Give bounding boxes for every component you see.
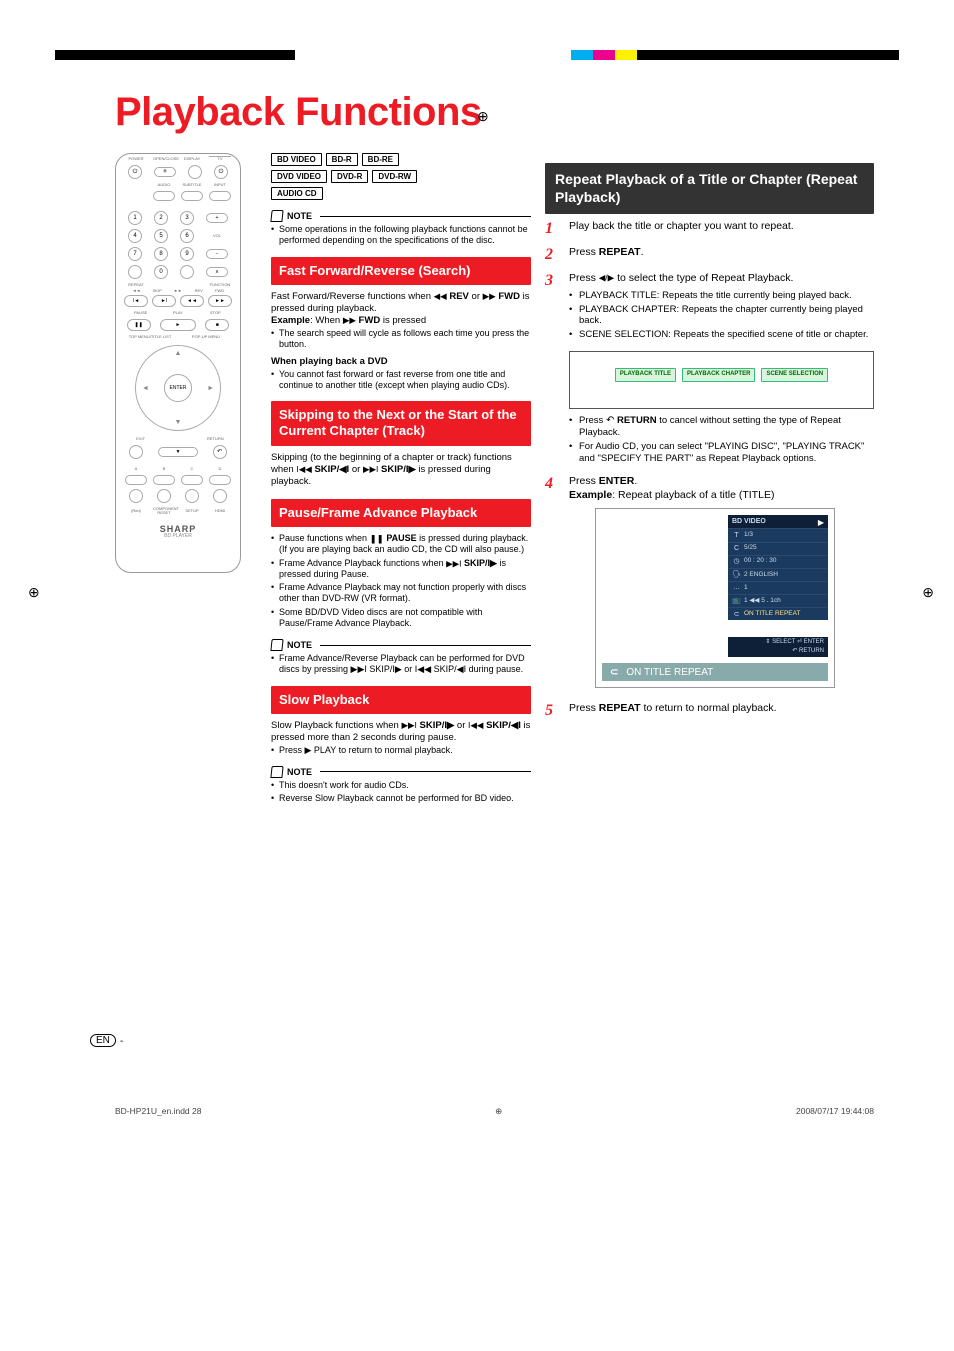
step-5-body: Press REPEAT to return to normal playbac… — [569, 702, 874, 720]
pause-icon: ❚❚ — [370, 533, 384, 543]
registration-mark-left: ⊕ — [28, 584, 40, 601]
remote-diagram: POWEROPEN/CLOSEDISPLAYTV ⏻≜⏻ AUDIOSUBTIT… — [115, 153, 241, 573]
page-footer: BD-HP21U_en.indd 28 ⊕ 2008/07/17 19:44:0… — [0, 1106, 954, 1117]
step-2-body: Press REPEAT. — [569, 246, 874, 264]
left-right-icon: ◀/▶ — [599, 273, 614, 283]
return-icon: ↶ — [606, 415, 614, 428]
sec2-body: Skipping (to the beginning of a chapter … — [271, 452, 531, 489]
sec1-subhead: When playing back a DVD — [271, 356, 531, 368]
fwd-icon: ▶▶ — [483, 291, 496, 301]
section-pause: Pause/Frame Advance Playback — [271, 499, 531, 527]
osd-repeat-bar: ⊂ ON TITLE REPEAT — [602, 663, 828, 681]
repeat-options-box: PLAYBACK TITLE PLAYBACK CHAPTER SCENE SE… — [569, 351, 874, 409]
footer-timestamp: 2008/07/17 19:44:08 — [796, 1106, 874, 1117]
badge-dvd-video: DVD VIDEO — [271, 170, 327, 183]
note-list: Some operations in the following playbac… — [271, 224, 531, 247]
lang-badge: EN — [90, 1034, 116, 1047]
repeat-bar-icon: ⊂ — [610, 666, 618, 679]
crop-marks-top — [0, 50, 954, 60]
sec3-list: Pause functions when ❚❚ PAUSE is pressed… — [271, 533, 531, 629]
footer-reg-mark: ⊕ — [495, 1106, 502, 1117]
opt-playback-title: PLAYBACK TITLE — [615, 368, 676, 382]
step-1-num: 1 — [545, 220, 559, 238]
step-3-num: 3 — [545, 272, 559, 467]
page-title: Playback Functions — [115, 90, 874, 135]
badge-bd-re: BD-RE — [362, 153, 399, 166]
badge-dvd-r: DVD-R — [331, 170, 368, 183]
step-4-num: 4 — [545, 475, 559, 694]
footer-file: BD-HP21U_en.indd 28 — [115, 1106, 201, 1117]
skip-prev-icon: I◀◀ — [296, 464, 311, 474]
rev-icon: ◀◀ — [434, 291, 447, 301]
section-repeat: Repeat Playback of a Title or Chapter (R… — [545, 163, 874, 214]
badge-bd-r: BD-R — [326, 153, 358, 166]
opt-playback-chapter: PLAYBACK CHAPTER — [682, 368, 755, 382]
badge-dvd-rw: DVD-RW — [372, 170, 417, 183]
skip-next-icon: ▶▶I — [363, 464, 378, 474]
sec4-body: Slow Playback functions when ▶▶I SKIP/I▶… — [271, 720, 531, 745]
opt-scene-selection: SCENE SELECTION — [761, 368, 828, 382]
play-icon: ▶ — [818, 518, 824, 528]
registration-mark-top: ⊕ — [477, 108, 489, 125]
step-2-num: 2 — [545, 246, 559, 264]
badge-bd-video: BD VIDEO — [271, 153, 322, 166]
step-4-body: Press ENTER. Example: Repeat playback of… — [569, 475, 874, 694]
registration-mark-right: ⊕ — [922, 584, 934, 601]
badge-audio-cd: AUDIO CD — [271, 187, 323, 200]
sec1-body: Fast Forward/Reverse functions when ◀◀ R… — [271, 291, 531, 328]
section-fast-forward: Fast Forward/Reverse (Search) — [271, 257, 531, 285]
disc-badges: BD VIDEO BD-R BD-RE — [271, 153, 531, 166]
note-label: NOTE — [271, 210, 531, 222]
section-slow: Slow Playback — [271, 686, 531, 714]
osd-screenshot: BD VIDEO ▶ T1/3 C5/25 ◷00 : 20 : 30 🗣2 E… — [595, 508, 835, 688]
step-1-body: Play back the title or chapter you want … — [569, 220, 874, 238]
step-5-num: 5 — [545, 702, 559, 720]
step-3-body: Press ◀/▶ to select the type of Repeat P… — [569, 272, 874, 467]
section-skipping: Skipping to the Next or the Start of the… — [271, 401, 531, 446]
